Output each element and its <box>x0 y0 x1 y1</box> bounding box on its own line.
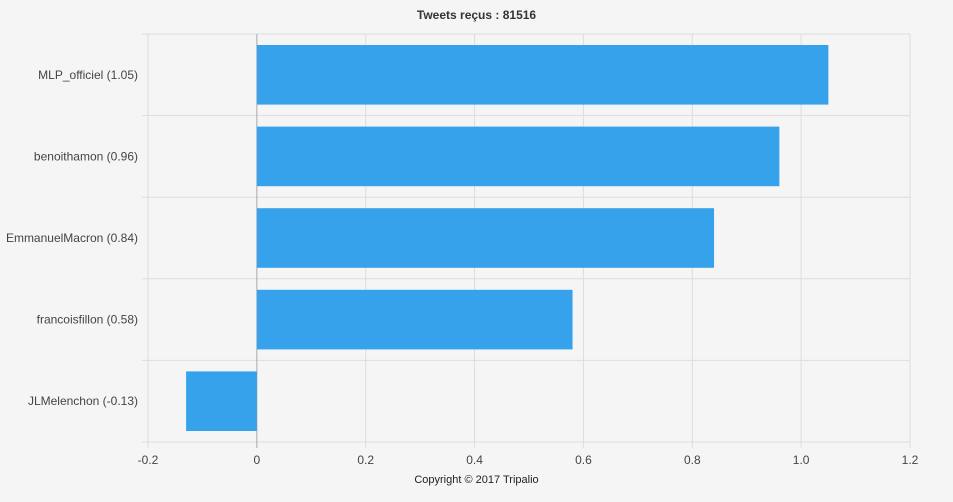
category-label: JLMelenchon (-0.13) <box>28 394 138 408</box>
copyright-text: Copyright © 2017 Tripalio <box>414 474 539 486</box>
x-tick-label: 0.4 <box>466 453 483 467</box>
chart-title: Tweets reçus : 81516 <box>416 8 537 22</box>
category-label: MLP_officiel (1.05) <box>38 68 138 82</box>
category-label: benoithamon (0.96) <box>34 149 138 163</box>
x-tick-label: 0 <box>254 453 261 467</box>
bar <box>256 289 573 350</box>
x-tick-label: 1.0 <box>793 453 810 467</box>
bar <box>256 126 780 187</box>
bar <box>186 371 257 431</box>
x-tick-label: 0.6 <box>575 453 592 467</box>
bar <box>256 208 715 268</box>
category-label: francoisfillon (0.58) <box>37 313 138 327</box>
x-tick-label: -0.2 <box>138 453 159 467</box>
x-tick-label: 0.2 <box>357 453 374 467</box>
category-label: EmmanuelMacron (0.84) <box>6 231 138 245</box>
x-tick-label: 1.2 <box>902 453 919 467</box>
x-tick-label: 0.8 <box>684 453 701 467</box>
bar <box>256 45 829 105</box>
